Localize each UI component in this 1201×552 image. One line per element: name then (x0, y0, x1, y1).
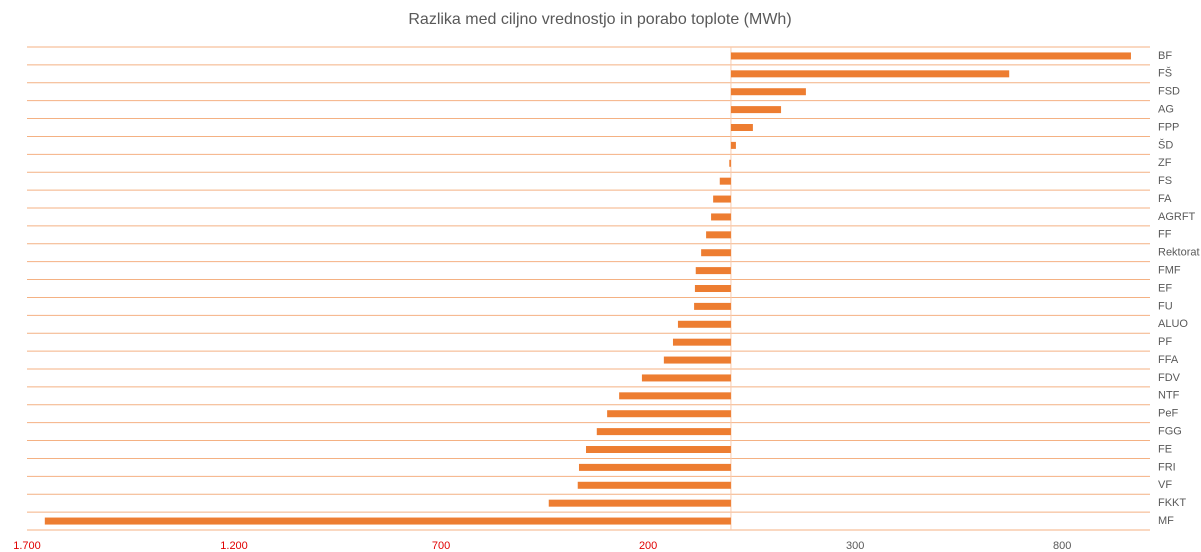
bar (730, 52, 1131, 60)
bar (730, 70, 1010, 78)
y-tick-label: PF (1158, 336, 1172, 348)
bar (695, 267, 731, 275)
y-tick-label: FPP (1158, 121, 1179, 133)
chart-title: Razlika med ciljno vrednostjo in porabo … (408, 11, 791, 28)
bar (586, 446, 731, 453)
y-tick-label: AGRFT (1158, 211, 1196, 223)
y-tick-label: FA (1158, 193, 1172, 205)
x-tick-label: 1.200 (220, 540, 248, 552)
y-tick-label: MF (1158, 515, 1174, 527)
y-tick-label: FS (1158, 175, 1172, 187)
y-tick-label: NTF (1158, 390, 1180, 402)
bar (607, 410, 731, 418)
y-tick-label: FŠ (1158, 67, 1172, 80)
y-tick-label: FFA (1158, 354, 1179, 366)
bar (578, 463, 731, 471)
x-tick-label: 700 (432, 540, 450, 552)
y-tick-label: FMF (1158, 265, 1181, 277)
y-tick-label: FSD (1158, 86, 1180, 98)
bar (694, 285, 731, 292)
y-tick-label: FDV (1158, 372, 1181, 384)
x-tick-label: 1.700 (13, 540, 41, 552)
bar (711, 213, 731, 221)
y-tick-label: BF (1158, 50, 1172, 62)
bar (713, 195, 731, 203)
bar (730, 141, 736, 149)
bar (577, 481, 731, 489)
y-tick-label: AG (1158, 104, 1174, 116)
y-tick-label: FKKT (1158, 497, 1186, 509)
y-tick-label: VF (1158, 479, 1172, 491)
x-tick-label: 800 (1053, 540, 1071, 552)
bar (729, 159, 731, 167)
y-tick-label: ŠD (1158, 138, 1173, 151)
y-tick-label: PeF (1158, 408, 1178, 420)
y-tick-label: EF (1158, 282, 1172, 294)
bar (663, 356, 731, 364)
bar (694, 302, 731, 310)
y-tick-label: FF (1158, 229, 1172, 241)
y-tick-label: FE (1158, 443, 1172, 455)
y-tick-label: ALUO (1158, 318, 1188, 330)
y-tick-label: FGG (1158, 426, 1182, 438)
bar (672, 338, 731, 346)
bar (619, 392, 731, 400)
bar (677, 320, 731, 328)
bar (548, 499, 731, 507)
bar (44, 517, 731, 525)
x-tick-label: 200 (639, 540, 657, 552)
bar (701, 249, 731, 257)
bar (730, 124, 753, 131)
bar (730, 88, 806, 96)
y-tick-label: FRI (1158, 461, 1176, 473)
y-tick-label: Rektorat (1158, 247, 1200, 259)
y-tick-label: ZF (1158, 157, 1172, 169)
bar (706, 231, 731, 239)
bar (641, 374, 731, 382)
bar (730, 106, 782, 114)
x-tick-label: 300 (846, 540, 864, 552)
y-tick-label: FU (1158, 300, 1173, 312)
bar (596, 428, 731, 436)
bar (719, 177, 731, 185)
